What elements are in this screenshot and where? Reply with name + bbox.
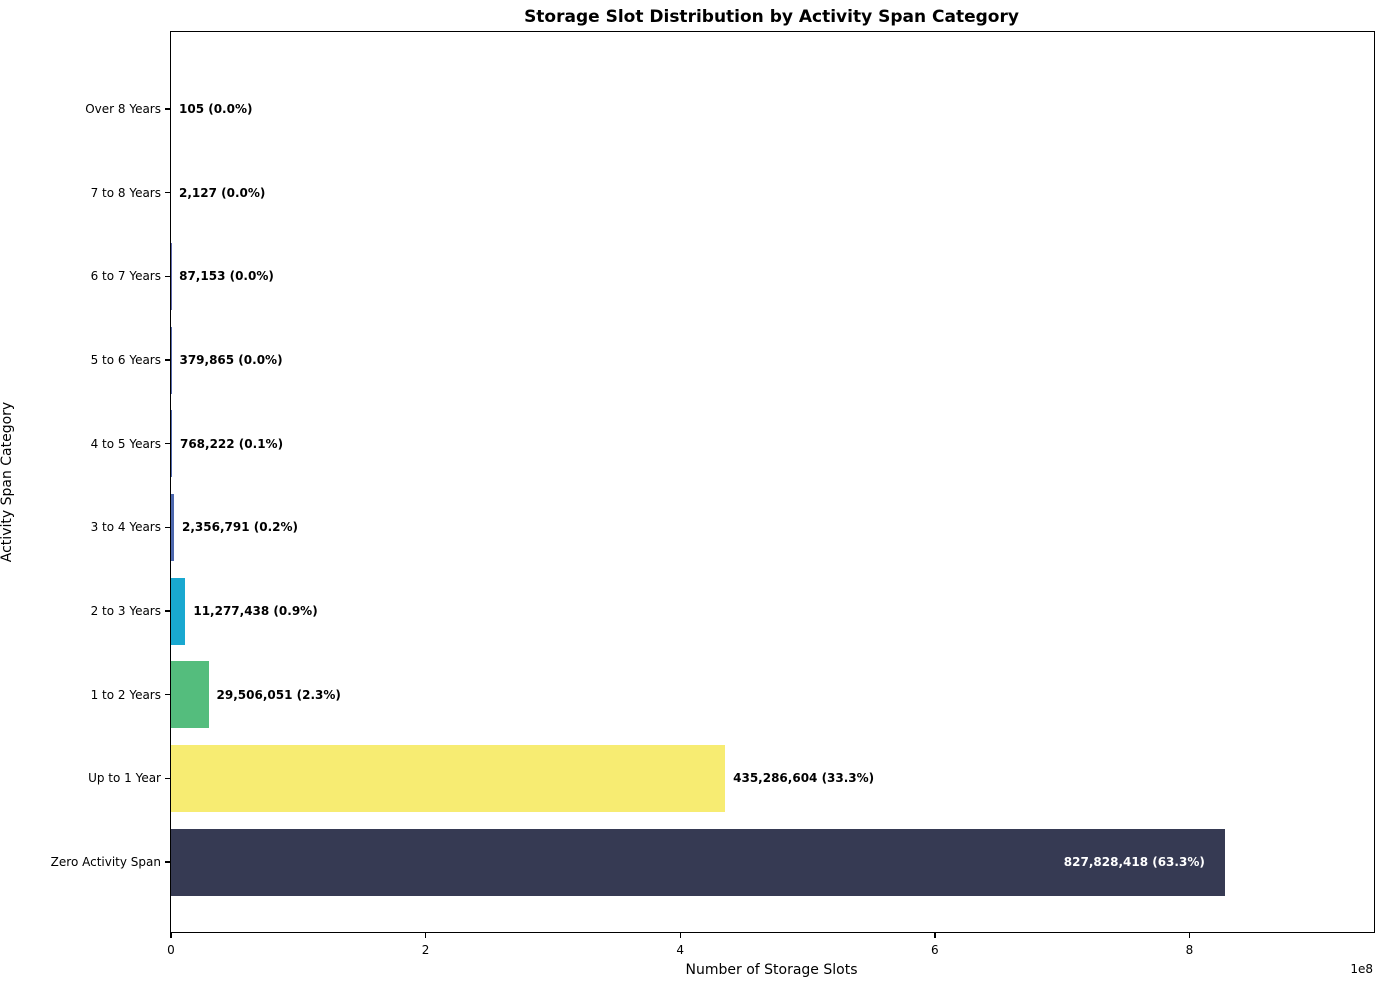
y-tick-label-up-to-1-year: Up to 1 Year	[88, 771, 161, 786]
y-tick-mark	[164, 359, 170, 361]
bar-zero-activity-span	[171, 828, 1225, 896]
value-label-4-to-5-years: 768,222 (0.1%)	[179, 436, 284, 451]
y-tick-mark	[164, 108, 170, 110]
x-tick-label-8: 8	[1185, 943, 1194, 957]
y-tick-mark	[164, 610, 170, 612]
bar-2-to-3-years	[171, 577, 186, 645]
x-tick-mark	[1188, 933, 1191, 939]
value-label-1-to-2-years: 29,506,051 (2.3%)	[216, 687, 341, 702]
x-axis-label: Number of Storage Slots	[685, 962, 858, 978]
y-tick-mark	[164, 777, 170, 780]
bar-1-to-2-years	[171, 661, 209, 729]
y-tick-mark	[164, 526, 170, 529]
value-label-up-to-1-year: 435,286,604 (33.3%)	[733, 771, 875, 786]
y-tick-label-5-to-6-years: 5 to 6 Years	[90, 353, 161, 367]
y-tick-label-over-8-years: Over 8 Years	[85, 102, 161, 116]
value-label-2-to-3-years: 11,277,438 (0.9%)	[193, 604, 318, 619]
x-axis-offset-label: 1e8	[1350, 962, 1373, 976]
y-tick-label-zero-activity-span: Zero Activity Span	[50, 855, 161, 870]
y-tick-mark	[164, 693, 170, 696]
value-label-over-8-years: 105 (0.0%)	[179, 102, 253, 116]
x-tick-label-4: 4	[676, 943, 685, 957]
bar-4-to-5-years	[171, 410, 172, 478]
value-label-3-to-4-years: 2,356,791 (0.2%)	[182, 520, 298, 535]
chart-title: Storage Slot Distribution by Activity Sp…	[524, 7, 1019, 27]
x-tick-label-0: 0	[167, 943, 175, 957]
y-tick-mark	[164, 861, 170, 863]
value-label-7-to-8-years: 2,127 (0.0%)	[179, 185, 266, 200]
y-tick-label-3-to-4-years: 3 to 4 Years	[90, 520, 161, 535]
bar-up-to-1-year	[171, 744, 726, 812]
value-label-zero-activity-span: 827,828,418 (63.3%)	[1063, 855, 1205, 870]
y-tick-label-1-to-2-years: 1 to 2 Years	[90, 687, 161, 702]
bar-3-to-4-years	[171, 493, 174, 561]
y-tick-mark	[164, 275, 170, 278]
value-label-5-to-6-years: 379,865 (0.0%)	[179, 353, 283, 367]
x-tick-mark	[424, 933, 427, 939]
y-tick-mark	[164, 442, 170, 445]
y-tick-label-4-to-5-years: 4 to 5 Years	[90, 436, 161, 451]
y-tick-mark	[164, 191, 170, 194]
y-tick-label-6-to-7-years: 6 to 7 Years	[90, 269, 161, 284]
plot-area: Over 8 Years 105 (0.0%) 7 to 8 Years 2,127 …	[51, 31, 1375, 957]
y-tick-label-7-to-8-years: 7 to 8 Years	[90, 185, 161, 200]
y-tick-label-2-to-3-years: 2 to 3 Years	[90, 604, 161, 619]
value-label-6-to-7-years: 87,153 (0.0%)	[179, 269, 274, 284]
x-tick-mark	[170, 933, 172, 939]
y-axis-label: Activity Span Category	[0, 401, 15, 563]
x-tick-label-6: 6	[930, 943, 939, 957]
x-tick-label-2: 2	[421, 943, 430, 957]
x-tick-mark	[934, 933, 936, 939]
x-tick-mark	[679, 933, 681, 939]
